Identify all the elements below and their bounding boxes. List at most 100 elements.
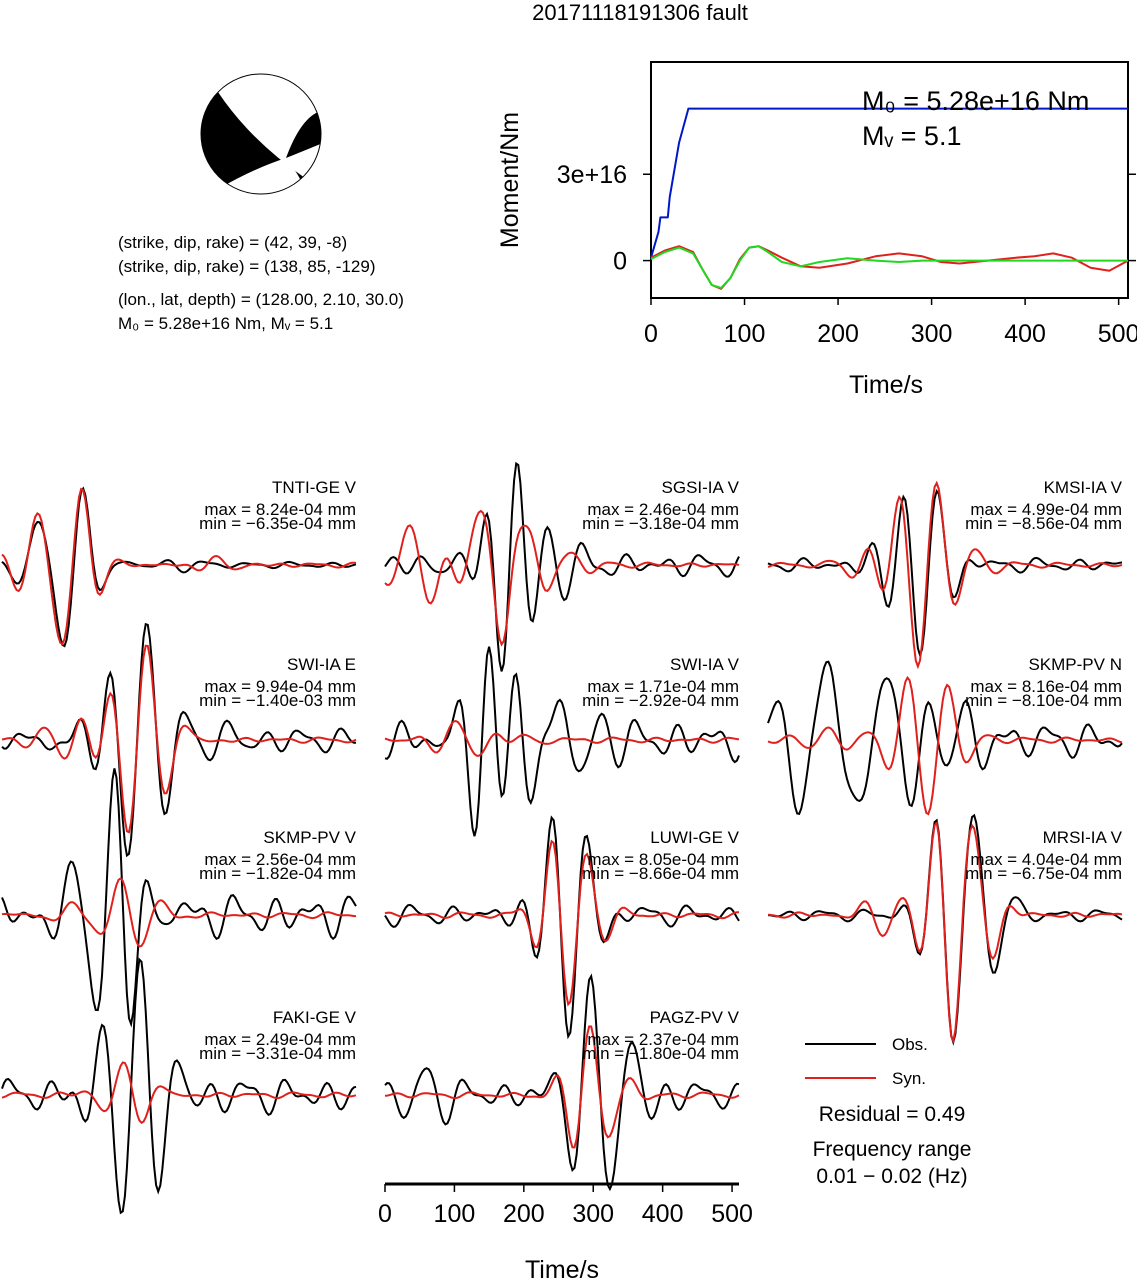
frequency-range-title: Frequency range — [813, 1138, 972, 1161]
observed-waveform-line — [767, 660, 1123, 816]
moment-axes: 0 100 200 300 400 500 0 3e+16 — [557, 161, 1137, 348]
waveform-x-tick-label: 500 — [711, 1200, 753, 1228]
observed-waveform-line — [384, 973, 740, 1192]
synthetic-waveform-line — [767, 480, 1123, 670]
synthetic-waveform-line — [767, 820, 1123, 1045]
waveform-x-axis-title: Time/s — [525, 1256, 599, 1281]
waveform-time-axis: 0 100 200 300 400 500 — [378, 1182, 753, 1228]
observed-waveform-line — [384, 646, 740, 837]
station-name: MRSI-IA V — [1043, 828, 1123, 847]
station-min: min = −1.82e-04 mm — [199, 864, 356, 883]
station-name: TNTI-GE V — [272, 478, 357, 497]
mechanism-location: (lon., lat, depth) = (128.00, 2.10, 30.0… — [118, 290, 404, 309]
mechanism-moment: M₀ = 5.28e+16 Nm, Mᵥ = 5.1 — [118, 314, 333, 333]
moment-x-tick-label: 100 — [724, 320, 766, 348]
synthetic-waveform-line — [1, 1061, 357, 1124]
waveform-x-tick-label: 300 — [572, 1200, 614, 1228]
legend-obs-label: Obs. — [892, 1035, 928, 1054]
station-name: PAGZ-PV V — [650, 1008, 740, 1027]
station-max: max = 2.49e-04 mm — [204, 1030, 356, 1049]
synthetic-waveform-line — [384, 509, 740, 647]
station-min: min = −1.80e-04 mm — [582, 1044, 739, 1063]
moment-m0-label: M₀ = 5.28e+16 Nm — [862, 86, 1089, 116]
station-max: max = 4.04e-04 mm — [970, 850, 1122, 869]
observed-waveform-line — [1, 486, 357, 648]
station-max: max = 9.94e-04 mm — [204, 677, 356, 696]
station-min: min = −3.18e-04 mm — [582, 514, 739, 533]
synthetic-waveform-line — [384, 1025, 740, 1149]
station-max: max = 2.37e-04 mm — [587, 1030, 739, 1049]
moment-x-tick-label: 0 — [644, 320, 658, 348]
station-max: max = 2.56e-04 mm — [204, 850, 356, 869]
moment-series-green-line — [650, 245, 1128, 289]
moment-series — [650, 107, 1129, 290]
synthetic-waveform-line — [1, 644, 357, 834]
moment-x-tick-label: 200 — [817, 320, 859, 348]
station-name: SWI-IA V — [670, 655, 740, 674]
moment-series-red-line — [650, 245, 1129, 290]
station-max: max = 2.46e-04 mm — [587, 500, 739, 519]
legend: Obs. Syn. Residual = 0.49 Frequency rang… — [805, 1035, 971, 1188]
station-min: min = −8.56e-04 mm — [965, 514, 1122, 533]
station-name: SKMP-PV V — [263, 828, 356, 847]
focal-mechanism-beachball — [200, 73, 322, 195]
moment-series-blue-line — [650, 107, 1128, 258]
legend-syn-label: Syn. — [892, 1069, 926, 1088]
moment-x-axis-title: Time/s — [849, 371, 923, 399]
frequency-range-value: 0.01 − 0.02 (Hz) — [816, 1165, 967, 1188]
station-min: min = −2.92e-04 mm — [582, 691, 739, 710]
moment-y-axis-title: Moment/Nm — [496, 112, 524, 248]
station-max: max = 8.24e-04 mm — [204, 500, 356, 519]
synthetic-waveform-line — [767, 675, 1123, 816]
mechanism-plane-1: (strike, dip, rake) = (42, 39, -8) — [118, 233, 347, 252]
station-max: max = 1.71e-04 mm — [587, 677, 739, 696]
waveform-x-tick-label: 400 — [642, 1200, 684, 1228]
station-min: min = −6.75e-04 mm — [965, 864, 1122, 883]
station-min: min = −1.40e-03 mm — [199, 691, 356, 710]
station-min: min = −6.35e-04 mm — [199, 514, 356, 533]
station-name: KMSI-IA V — [1044, 478, 1123, 497]
observed-waveform-line — [1, 957, 357, 1215]
observed-waveform-line — [1, 768, 357, 1028]
synthetic-waveform-line — [1, 877, 357, 948]
observed-waveform-line — [1, 622, 357, 858]
synthetic-waveform-line — [384, 719, 740, 757]
mechanism-plane-2: (strike, dip, rake) = (138, 85, -129) — [118, 257, 375, 276]
moment-y-tick-label: 3e+16 — [557, 161, 627, 189]
station-name: LUWI-GE V — [650, 828, 739, 847]
synthetic-waveform-line — [1, 487, 357, 646]
waveform-x-tick-label: 200 — [503, 1200, 545, 1228]
synthetic-waveform-line — [384, 839, 739, 1007]
station-min: min = −8.66e-04 mm — [582, 864, 739, 883]
waveform-x-tick-label: 0 — [378, 1200, 392, 1228]
station-max: max = 8.05e-04 mm — [587, 850, 739, 869]
station-max: max = 8.16e-04 mm — [970, 677, 1122, 696]
station-min: min = −8.10e-04 mm — [965, 691, 1122, 710]
moment-mw-label: Mᵥ = 5.1 — [862, 121, 961, 151]
moment-x-tick-label: 500 — [1098, 320, 1137, 348]
moment-x-tick-label: 400 — [1004, 320, 1046, 348]
figure-title: 20171118191306 fault — [532, 0, 748, 25]
moment-x-tick-label: 300 — [911, 320, 953, 348]
station-name: SWI-IA E — [287, 655, 356, 674]
moment-plot-frame — [650, 61, 1129, 299]
waveform-x-tick-label: 100 — [434, 1200, 476, 1228]
station-name: SGSI-IA V — [662, 478, 740, 497]
observed-waveform-line — [384, 461, 740, 672]
residual-label: Residual = 0.49 — [819, 1103, 966, 1126]
station-name: SKMP-PV N — [1028, 655, 1122, 674]
